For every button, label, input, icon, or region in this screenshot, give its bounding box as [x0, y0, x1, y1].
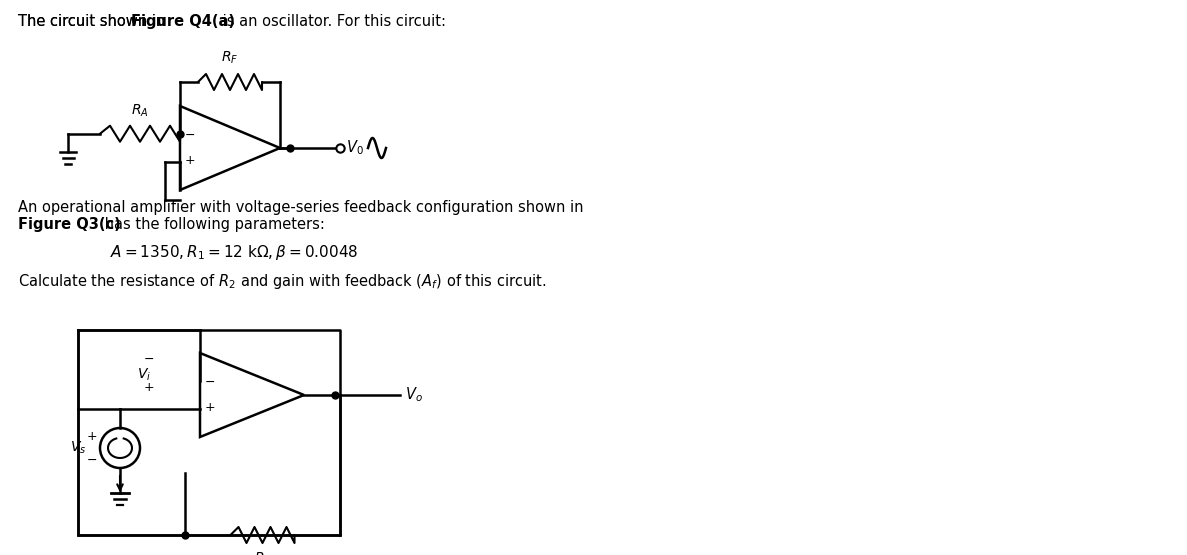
Text: −: −	[185, 129, 195, 142]
Text: $V_0$: $V_0$	[345, 139, 363, 158]
Text: $V_o$: $V_o$	[405, 386, 423, 405]
Text: $A = 1350, R_1 = 12\ \mathrm{k\Omega}, \beta = 0.0048$: $A = 1350, R_1 = 12\ \mathrm{k\Omega}, \…	[110, 243, 358, 262]
Text: $R_A$: $R_A$	[132, 102, 148, 119]
Text: The circuit shown in: The circuit shown in	[18, 14, 170, 29]
Text: Figure Q3(c): Figure Q3(c)	[18, 217, 121, 232]
Text: $R_F$: $R_F$	[221, 49, 239, 66]
Text: An operational amplifier with voltage-series feedback configuration shown in: An operational amplifier with voltage-se…	[18, 200, 584, 215]
Text: +: +	[87, 430, 97, 442]
Text: −: −	[87, 453, 97, 467]
Text: −: −	[144, 353, 154, 366]
Text: Figure Q4(a): Figure Q4(a)	[131, 14, 235, 29]
Text: +: +	[204, 401, 215, 414]
Text: $V_i$: $V_i$	[137, 366, 151, 383]
Text: +: +	[185, 154, 196, 167]
Text: −: −	[204, 376, 215, 389]
Text: +: +	[144, 381, 154, 394]
Text: has the following parameters:: has the following parameters:	[100, 217, 325, 232]
Text: Calculate the resistance of $R_2$ and gain with feedback $(A_f)$ of this circuit: Calculate the resistance of $R_2$ and ga…	[18, 272, 546, 291]
Text: $V_s$: $V_s$	[70, 440, 87, 456]
Text: $R_1$: $R_1$	[254, 551, 271, 555]
Text: The circuit shown in: The circuit shown in	[18, 14, 170, 29]
Text: is an oscillator. For this circuit:: is an oscillator. For this circuit:	[218, 14, 446, 29]
